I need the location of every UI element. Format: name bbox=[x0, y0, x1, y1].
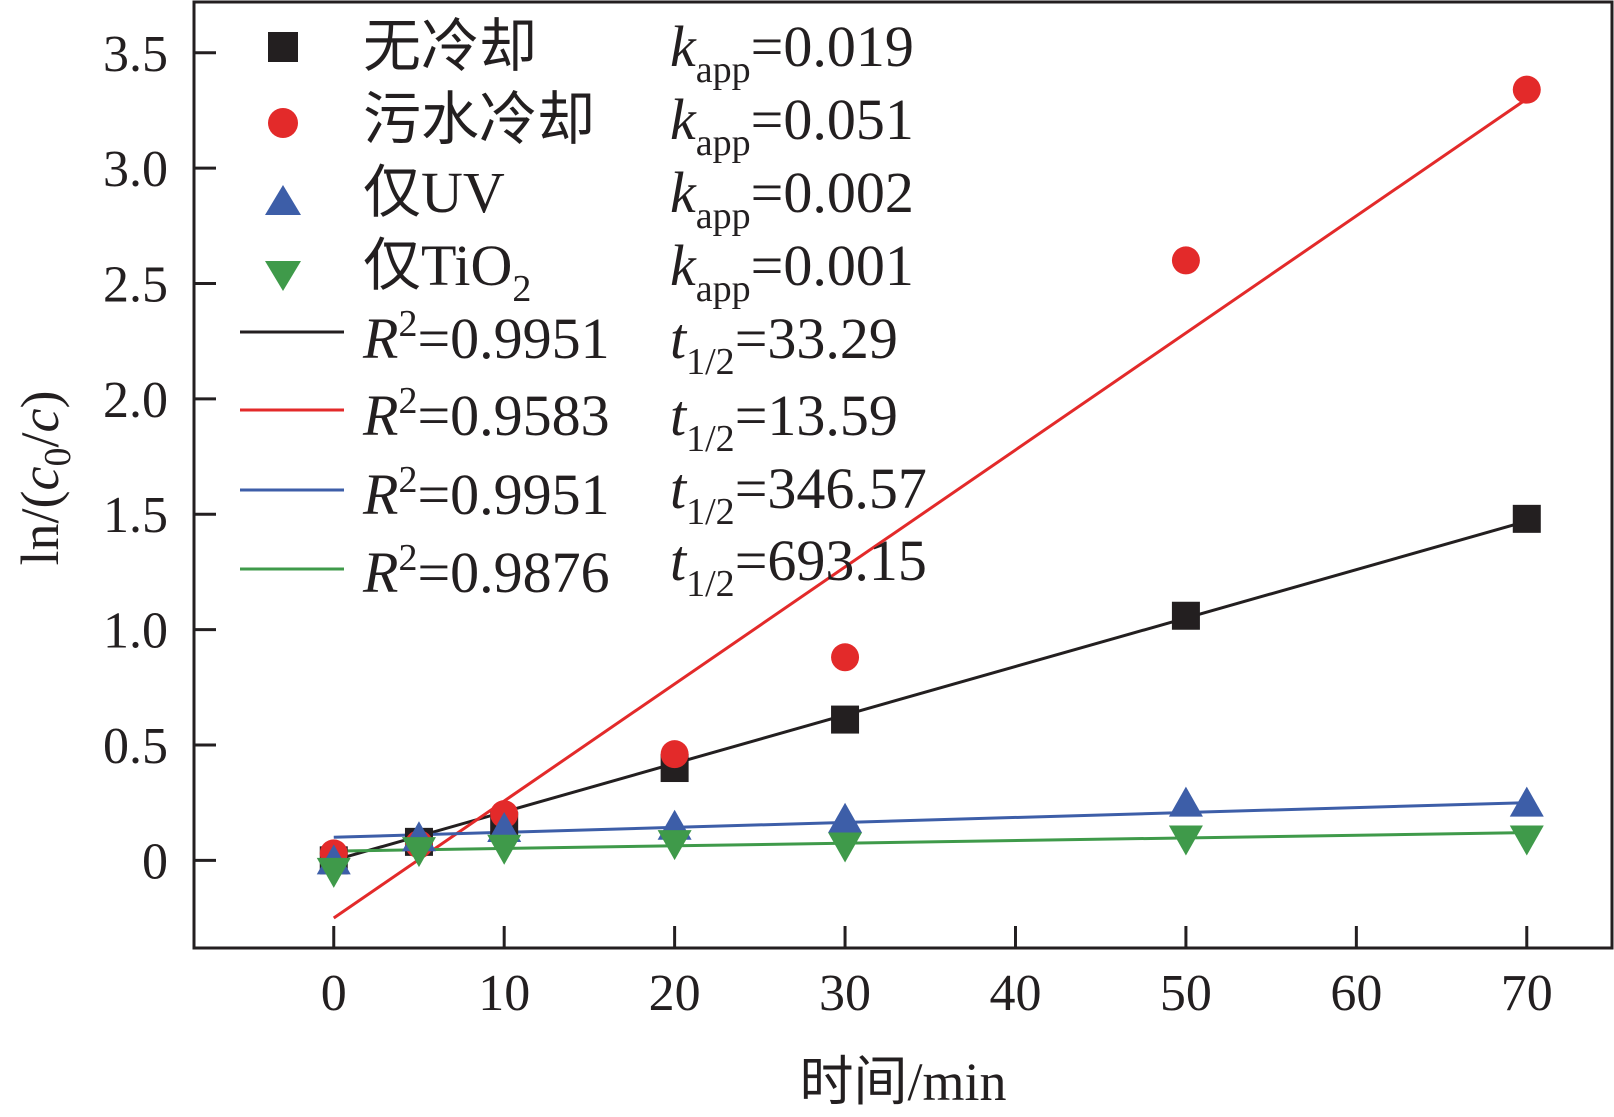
legend-marker-circle bbox=[268, 108, 298, 138]
legend-label-series-1: 无冷却 bbox=[363, 14, 537, 79]
fit-line-series-2 bbox=[332, 97, 1528, 920]
legend-r2-2: R2=0.9583 bbox=[362, 380, 610, 448]
legend-r2-3: R2=0.9951 bbox=[362, 459, 610, 527]
data-point-series-1-6 bbox=[1171, 601, 1200, 630]
legend-kapp-3: kapp=0.002 bbox=[670, 160, 914, 237]
y-axis-label: ln/(c0/c) bbox=[10, 391, 79, 566]
data-point-series-4-3 bbox=[487, 834, 522, 865]
y-tick-label: 3.5 bbox=[103, 26, 168, 83]
y-tick-label: 1.5 bbox=[103, 487, 168, 544]
data-point-series-1-5 bbox=[831, 705, 860, 734]
data-point-series-2-5 bbox=[831, 643, 860, 672]
x-axis-ticks: 0 10 20 30 40 50 60 70 bbox=[321, 926, 1553, 1022]
legend-label-series-4: 仅TiO2 bbox=[363, 233, 531, 310]
y-tick-label: 0.5 bbox=[103, 718, 168, 775]
y-tick-label: 0 bbox=[142, 833, 168, 890]
x-tick-label: 20 bbox=[649, 965, 701, 1022]
legend-r2-4: R2=0.9876 bbox=[362, 537, 610, 605]
x-tick-label: 0 bbox=[321, 965, 347, 1022]
data-point-series-4-4 bbox=[657, 830, 692, 861]
legend-marker-triangle-down bbox=[265, 261, 301, 291]
x-tick-label: 30 bbox=[819, 965, 871, 1022]
data-point-series-3-3 bbox=[487, 812, 522, 843]
data-point-series-2-4 bbox=[660, 740, 689, 769]
data-point-series-4-1 bbox=[316, 857, 351, 888]
data-point-series-4-6 bbox=[1168, 825, 1203, 856]
legend-label-series-2: 污水冷却 bbox=[363, 87, 595, 152]
data-point-series-2-7 bbox=[1512, 75, 1541, 104]
data-point-series-3-6 bbox=[1168, 786, 1203, 817]
legend-marker-square bbox=[268, 32, 298, 62]
fit-line-series-3 bbox=[333, 801, 1527, 839]
x-tick-label: 50 bbox=[1160, 965, 1212, 1022]
legend-thalf-1: t1/2=33.29 bbox=[670, 306, 898, 383]
legend-kapp-4: kapp=0.001 bbox=[670, 233, 914, 310]
x-tick-label: 40 bbox=[989, 965, 1041, 1022]
y-tick-label: 1.0 bbox=[103, 603, 168, 660]
legend-thalf-4: t1/2=693.15 bbox=[670, 528, 927, 605]
legend-kapp-1: kapp=0.019 bbox=[670, 14, 914, 91]
y-axis-ticks: 0 0.5 1.0 1.5 2.0 2.5 3.0 3.5 bbox=[103, 26, 216, 890]
x-tick-label: 70 bbox=[1501, 965, 1553, 1022]
fit-line-series-4 bbox=[333, 831, 1527, 853]
x-axis-label: 时间/min bbox=[799, 1052, 1006, 1112]
y-tick-label: 2.0 bbox=[103, 372, 168, 429]
legend-kapp-2: kapp=0.051 bbox=[670, 87, 914, 164]
fit-lines bbox=[332, 97, 1528, 920]
x-tick-label: 10 bbox=[478, 965, 530, 1022]
y-tick-label: 2.5 bbox=[103, 256, 168, 313]
legend-r2-1: R2=0.9951 bbox=[362, 303, 610, 371]
data-point-series-4-5 bbox=[828, 832, 863, 863]
fit-line-series-1 bbox=[333, 519, 1528, 862]
x-tick-label: 60 bbox=[1330, 965, 1382, 1022]
legend: 无冷却 污水冷却 仅UV 仅TiO2 kapp=0.019 kapp=0.051… bbox=[240, 14, 927, 605]
data-point-series-3-7 bbox=[1509, 786, 1544, 817]
legend-label-series-3: 仅UV bbox=[363, 160, 505, 225]
data-markers bbox=[316, 75, 1544, 888]
legend-marker-triangle-up bbox=[265, 185, 301, 215]
legend-thalf-3: t1/2=346.57 bbox=[670, 456, 927, 533]
legend-thalf-2: t1/2=13.59 bbox=[670, 383, 898, 460]
data-point-series-3-5 bbox=[828, 802, 863, 833]
plot-frame bbox=[192, 0, 1614, 950]
data-point-series-1-7 bbox=[1512, 504, 1541, 533]
y-tick-label: 3.0 bbox=[103, 141, 168, 198]
data-point-series-4-2 bbox=[401, 837, 436, 868]
data-point-series-4-7 bbox=[1509, 825, 1544, 856]
data-point-series-2-6 bbox=[1171, 246, 1200, 275]
